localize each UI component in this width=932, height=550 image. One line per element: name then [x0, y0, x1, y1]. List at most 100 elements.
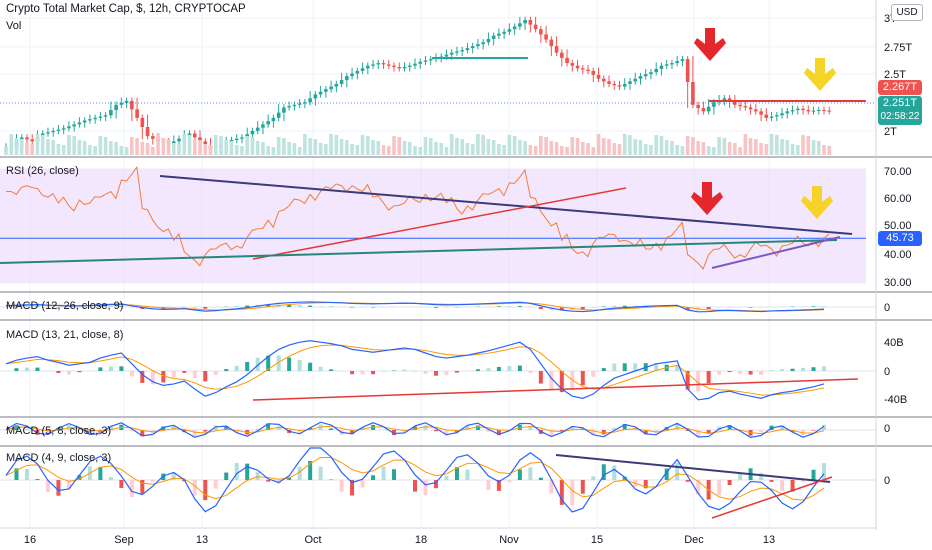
- macd-histogram-bar: [675, 462, 680, 480]
- macd-histogram-bar: [66, 307, 71, 308]
- macd-histogram-bar: [643, 480, 648, 489]
- candle-body: [402, 67, 407, 69]
- macd-histogram-bar: [171, 473, 176, 480]
- volume-bar: [680, 146, 685, 155]
- volume-bar: [166, 139, 171, 155]
- volume-bar: [570, 137, 575, 155]
- volume-bar: [234, 145, 239, 155]
- candle-body: [130, 100, 134, 110]
- macd-histogram-bar: [706, 430, 711, 434]
- volume-bar: [418, 147, 423, 155]
- candle-body: [670, 63, 674, 65]
- candle-body: [151, 136, 155, 139]
- rsi-pane: [0, 165, 866, 284]
- volume-bar: [250, 137, 255, 155]
- currency-button[interactable]: USD: [891, 4, 923, 21]
- volume-bar: [40, 135, 45, 155]
- volume-bar: [334, 135, 339, 155]
- macd-histogram-bar: [559, 430, 564, 432]
- candle-body: [706, 106, 711, 112]
- volume-bar: [743, 134, 748, 155]
- macd4-legend[interactable]: MACD (4, 9, close, 3): [6, 452, 112, 464]
- volume-bar: [449, 134, 454, 155]
- volume-bar: [727, 142, 732, 155]
- volume-bar: [575, 138, 580, 155]
- rsi-trendline-purple: [711, 236, 841, 269]
- candle-body: [261, 124, 265, 128]
- volume-bar: [287, 142, 291, 155]
- macd-histogram-bar: [559, 307, 564, 311]
- volume-bar: [481, 135, 485, 155]
- macd-histogram-bar: [203, 307, 208, 309]
- volume-bar: [25, 143, 29, 155]
- axis-label-275t: 2.75T: [884, 42, 912, 54]
- volume-bar: [345, 140, 349, 155]
- macd3-legend[interactable]: MACD (5, 8, close, 3): [6, 425, 112, 437]
- volume-bar: [219, 136, 223, 155]
- volume-bar: [507, 135, 512, 155]
- macd-histogram-bar: [486, 368, 491, 371]
- volume-bar: [654, 135, 659, 155]
- candle-body: [287, 106, 291, 108]
- rsi-value-badge: 45.73: [878, 231, 922, 246]
- time-label-nov: Nov: [499, 534, 519, 546]
- macd-histogram-bar: [77, 371, 82, 373]
- macd-histogram-bar: [45, 371, 50, 372]
- volume-bar: [130, 137, 134, 155]
- rsi-axis-30: 30.00: [884, 277, 912, 289]
- candle-body: [271, 117, 276, 122]
- macd-histogram-bar: [140, 430, 145, 437]
- candle-body: [811, 110, 816, 112]
- candle-body: [240, 137, 244, 139]
- volume-bar: [324, 144, 328, 155]
- candle-body: [413, 63, 417, 66]
- red-down-arrow-rsi: [691, 182, 723, 215]
- volume-bar: [560, 146, 564, 155]
- volume-bar: [554, 142, 559, 155]
- macd-histogram-bar: [822, 463, 826, 480]
- macd-histogram-bar: [685, 430, 690, 432]
- macd-histogram-bar: [507, 306, 512, 307]
- macd-histogram-bar: [318, 466, 323, 480]
- macd2-trendline-red: [252, 378, 859, 401]
- macd-histogram-bar: [570, 480, 575, 506]
- volume-bar: [533, 146, 538, 155]
- macd-histogram-bar: [591, 307, 596, 308]
- red-down-arrow-price: [694, 28, 726, 61]
- volume-bar: [528, 145, 533, 155]
- macd-histogram-bar: [234, 365, 239, 371]
- volume-bar: [88, 145, 92, 155]
- macd-pane-4: [0, 447, 876, 513]
- macd-histogram-bar: [308, 305, 313, 307]
- macd-histogram-bar: [717, 307, 722, 308]
- macd-histogram-bar: [517, 469, 522, 480]
- macd-histogram-bar: [87, 430, 92, 436]
- macd2-legend[interactable]: MACD (13, 21, close, 8): [6, 329, 124, 341]
- macd-pane-1: [0, 301, 876, 313]
- macd-histogram-bar: [433, 480, 438, 489]
- volume-bar: [486, 139, 491, 155]
- macd-histogram-bar: [14, 368, 19, 371]
- candle-body: [801, 108, 805, 111]
- macd-histogram-bar: [182, 371, 187, 373]
- macd-histogram-bar: [612, 363, 617, 371]
- macd-histogram-bar: [255, 428, 260, 430]
- yellow-down-arrow-price: [804, 58, 836, 91]
- time-label-oct: Oct: [304, 534, 321, 546]
- macd-histogram-bar: [528, 426, 533, 430]
- macd-histogram-bar: [140, 371, 145, 383]
- macd-histogram-bar: [444, 430, 449, 436]
- candle-body: [612, 83, 617, 86]
- macd-histogram-bar: [297, 430, 302, 434]
- volume-bar: [785, 140, 790, 155]
- macd-histogram-bar: [549, 371, 554, 391]
- candle-body: [754, 109, 758, 112]
- macd1-legend[interactable]: MACD (12, 26, close, 9): [6, 300, 124, 312]
- macd-histogram-bar: [98, 367, 103, 371]
- volume-bar: [77, 140, 82, 155]
- rsi-legend[interactable]: RSI (26, close): [6, 165, 79, 177]
- candle-body: [318, 91, 323, 95]
- volume-bar: [497, 144, 501, 155]
- volume-bar: [764, 144, 769, 155]
